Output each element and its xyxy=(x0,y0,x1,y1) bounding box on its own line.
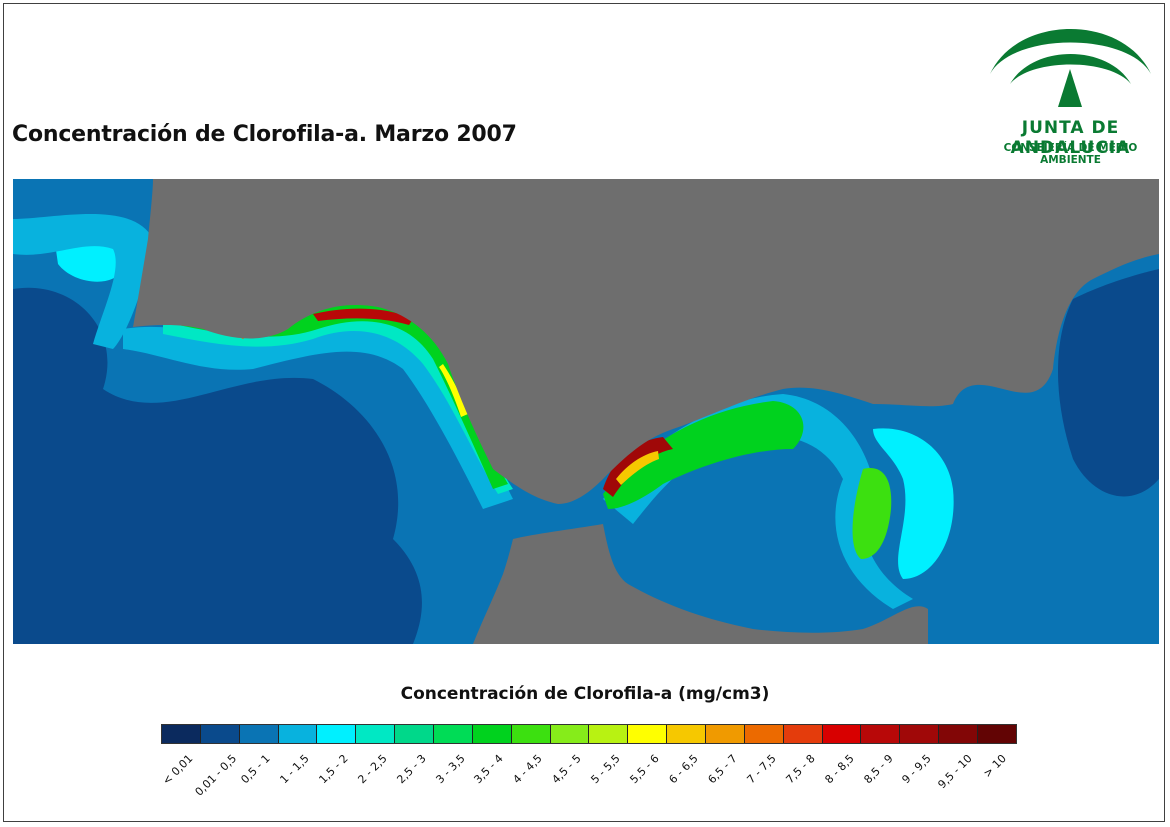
land-iberia xyxy=(133,179,1159,504)
legend-swatch xyxy=(200,725,240,743)
legend-swatch xyxy=(706,725,745,743)
hotspot-yellow-2 xyxy=(616,451,659,485)
atlantic-coast-band xyxy=(13,214,153,349)
legend-swatch xyxy=(395,725,435,743)
legend-swatch xyxy=(667,725,707,743)
legend-swatch xyxy=(162,725,201,743)
legend-swatch xyxy=(239,725,279,743)
chlorophyll-map xyxy=(13,179,1159,644)
legend-swatch xyxy=(550,725,590,743)
logo-name: JUNTA DE ANDALUCIA xyxy=(1010,118,1131,158)
legend-swatch xyxy=(434,725,473,743)
legend-swatch xyxy=(783,725,823,743)
land-africa xyxy=(473,524,928,644)
legend-title: Concentración de Clorofila-a (mg/cm3) xyxy=(400,684,770,704)
legend-swatch xyxy=(589,725,629,743)
legend-swatch xyxy=(744,725,784,743)
east-cyan-ring xyxy=(873,428,954,579)
hotspot-yellow-1 xyxy=(439,364,468,417)
legend-swatch xyxy=(278,725,318,743)
legend-colorbar xyxy=(161,724,1017,744)
junta-andalucia-logo: JUNTA DE ANDALUCIA CONSEJERÍA DE MEDIO A… xyxy=(978,14,1163,166)
legend-swatch xyxy=(511,725,551,743)
page-frame xyxy=(3,3,1165,822)
legend-swatch xyxy=(900,725,940,743)
coastal-band-north xyxy=(123,311,513,509)
legend-swatch xyxy=(822,725,862,743)
logo-arches-icon xyxy=(990,29,1151,107)
coastal-green-north xyxy=(173,297,508,489)
east-green-plume xyxy=(852,468,892,559)
legend-swatch xyxy=(861,725,901,743)
coastal-green-south xyxy=(603,401,804,509)
deep-east xyxy=(1058,269,1159,497)
hotspot-red-1 xyxy=(313,308,413,325)
deep-atlantic xyxy=(13,287,422,644)
legend-swatch xyxy=(317,725,357,743)
legend-swatch xyxy=(356,725,396,743)
coastal-band-north-inner xyxy=(163,303,513,494)
legend-swatch xyxy=(939,725,979,743)
page-title: Concentración de Clorofila-a. Marzo 2007 xyxy=(12,122,517,147)
legend-swatch xyxy=(472,725,512,743)
logo-department: CONSEJERÍA DE MEDIO AMBIENTE xyxy=(1003,142,1138,166)
legend-swatch xyxy=(628,725,668,743)
legend-swatch xyxy=(978,725,1016,743)
